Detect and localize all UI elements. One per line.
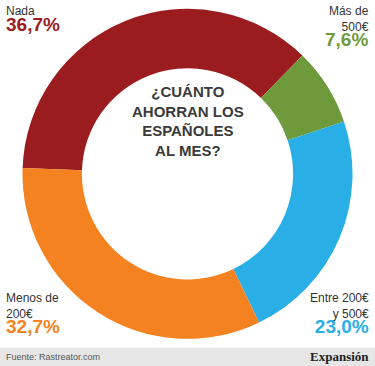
svg-text:Entre 200€y 500€23,0%: Entre 200€y 500€23,0% — [310, 291, 369, 337]
svg-text:Menos de200€32,7%: Menos de200€32,7% — [6, 291, 60, 337]
svg-text:Fuente: Rastreator.com: Fuente: Rastreator.com — [6, 352, 100, 362]
svg-text:Nada36,7%: Nada36,7% — [6, 4, 60, 35]
svg-text:¿CUÁNTOAHORRAN LOSESPAÑOLESAL: ¿CUÁNTOAHORRAN LOSESPAÑOLESAL MES? — [132, 83, 244, 159]
svg-text:Más de500€7,6%: Más de500€7,6% — [325, 4, 369, 50]
svg-text:Expansión: Expansión — [310, 349, 369, 364]
